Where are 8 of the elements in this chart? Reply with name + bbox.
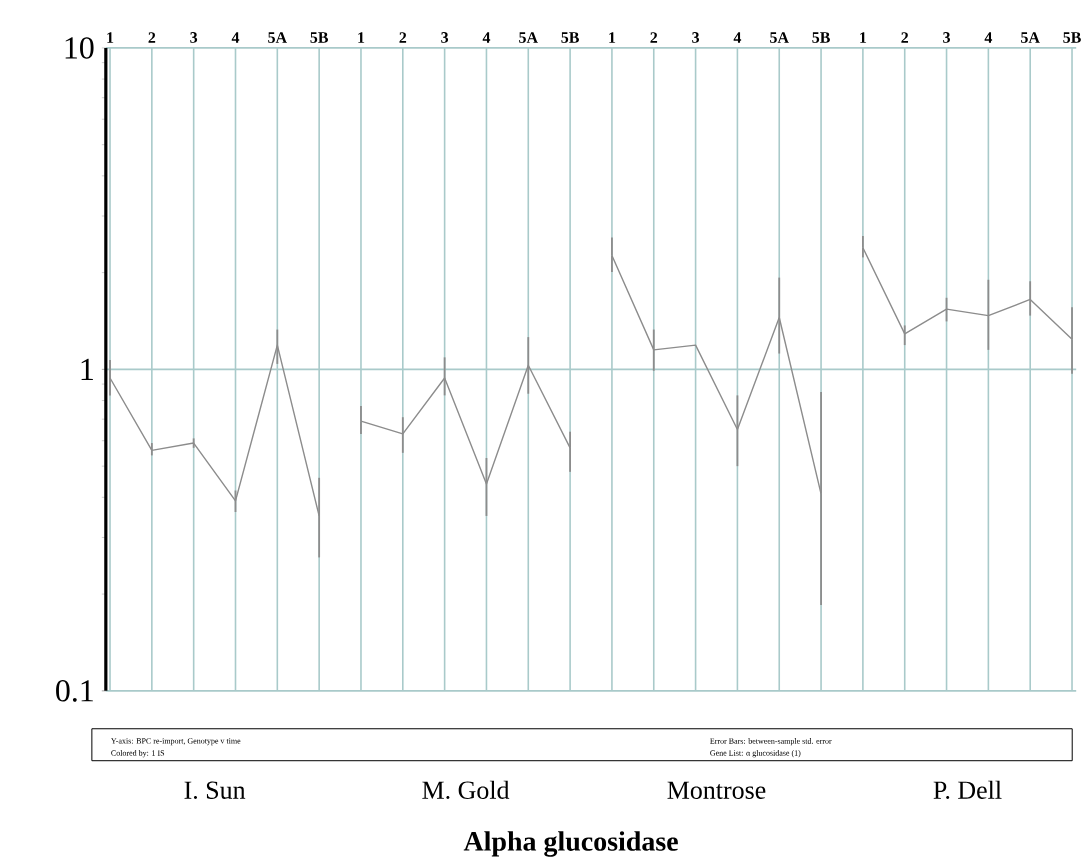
y-tick-label: 0.1 [56, 679, 93, 702]
text: P. Dell [933, 780, 1002, 799]
y-tick-label: 10 [65, 36, 94, 59]
text: Montrose [667, 781, 766, 799]
text: Alpha glucosidase [463, 830, 678, 857]
text: M. Gold [422, 780, 510, 799]
y-tick-label: 1 [81, 358, 93, 380]
text: I. Sun [184, 781, 246, 799]
